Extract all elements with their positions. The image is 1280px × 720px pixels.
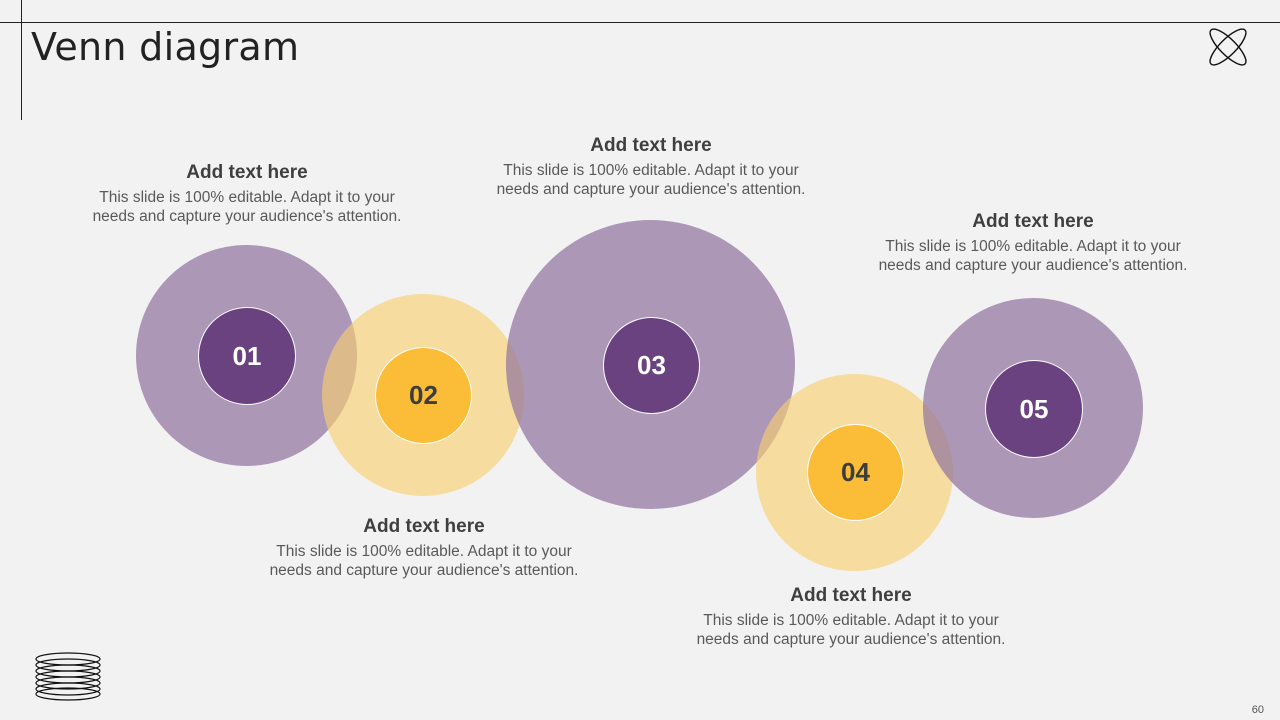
text-block-heading: Add text here <box>363 516 485 537</box>
text-block-body: This slide is 100% editable. Adapt it to… <box>496 162 806 198</box>
circle-02-number: 02 <box>375 347 472 444</box>
text-block-01: Add text here This slide is 100% editabl… <box>77 161 417 226</box>
circle-01-number: 01 <box>198 307 296 405</box>
text-block-heading: Add text here <box>790 585 912 606</box>
text-block-body: This slide is 100% editable. Adapt it to… <box>269 543 579 579</box>
circle-03-number: 03 <box>603 317 700 414</box>
top-divider-line <box>0 22 1280 23</box>
coil-spring-icon <box>35 652 101 701</box>
atom-icon <box>1209 28 1247 66</box>
text-block-heading: Add text here <box>972 211 1094 232</box>
page-title: Venn diagram <box>31 25 300 69</box>
text-block-04: Add text here This slide is 100% editabl… <box>681 584 1021 649</box>
circle-05-number: 05 <box>985 360 1083 458</box>
text-block-heading: Add text here <box>590 135 712 156</box>
text-block-03: Add text here This slide is 100% editabl… <box>481 134 821 199</box>
text-block-05: Add text here This slide is 100% editabl… <box>863 210 1203 275</box>
text-block-body: This slide is 100% editable. Adapt it to… <box>92 189 402 225</box>
text-block-body: This slide is 100% editable. Adapt it to… <box>696 612 1006 648</box>
page-number: 60 <box>1251 704 1264 716</box>
circle-04-number: 04 <box>807 424 904 521</box>
left-divider-line <box>21 0 22 120</box>
text-block-02: Add text here This slide is 100% editabl… <box>254 515 594 580</box>
text-block-heading: Add text here <box>186 162 308 183</box>
text-block-body: This slide is 100% editable. Adapt it to… <box>878 238 1188 274</box>
